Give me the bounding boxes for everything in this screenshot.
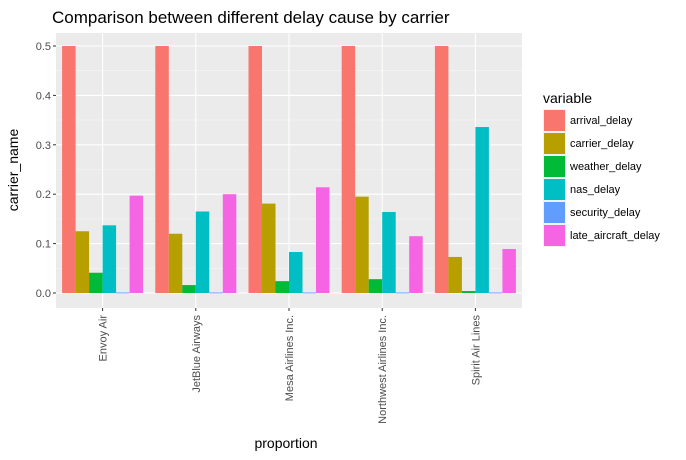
bar-arrival_delay [155, 46, 169, 293]
bar-nas_delay [102, 225, 117, 293]
bar-nas_delay [289, 251, 303, 293]
legend-label-late_aircraft_delay: late_aircraft_delay [570, 230, 660, 242]
bar-weather_delay [368, 279, 383, 293]
bar-carrier_delay [355, 196, 369, 293]
x-tick-label: Northwest Airlines Inc. [377, 315, 389, 424]
bars [62, 46, 516, 294]
legend-swatch-late_aircraft_delay [544, 225, 565, 246]
bar-arrival_delay [248, 46, 262, 293]
bar-late_aircraft_delay [222, 194, 237, 293]
chart-title: Comparison between different delay cause… [52, 8, 450, 27]
x-tick-label: Mesa Airlines Inc. [284, 315, 296, 401]
y-axis: 0.0 0.1 0.2 0.3 0.4 0.5 [36, 41, 56, 300]
bar-late_aircraft_delay [502, 249, 516, 293]
legend-swatch-weather_delay [544, 156, 565, 177]
bar-carrier_delay [262, 203, 276, 293]
bar-nas_delay [382, 211, 396, 293]
bar-late_aircraft_delay [409, 236, 423, 293]
bar-carrier_delay [448, 256, 462, 293]
x-tick-label: Envoy Air [98, 315, 110, 362]
legend-swatch-arrival_delay [544, 110, 565, 131]
legend-swatch-security_delay [544, 202, 565, 223]
y-tick-label: 0.0 [36, 288, 51, 300]
y-tick-label: 0.3 [36, 140, 51, 152]
bar-weather_delay [182, 285, 196, 293]
legend-label-nas_delay: nas_delay [570, 184, 621, 196]
bar-weather_delay [275, 281, 289, 293]
bar-weather_delay [89, 272, 103, 293]
bar-late_aircraft_delay [129, 195, 144, 293]
legend-label-weather_delay: weather_delay [569, 161, 642, 173]
legend-swatch-carrier_delay [544, 133, 565, 154]
y-axis-title: carrier_name [5, 129, 21, 212]
x-axis-title: proportion [254, 435, 317, 451]
bar-security_delay [209, 292, 223, 294]
x-tick-label: Spirit Air Lines [470, 315, 482, 386]
bar-security_delay [116, 292, 130, 294]
bar-security_delay [395, 292, 410, 294]
y-tick-label: 0.4 [36, 90, 51, 102]
bar-arrival_delay [434, 46, 449, 293]
bar-late_aircraft_delay [316, 187, 330, 293]
bar-nas_delay [475, 127, 489, 294]
bar-carrier_delay [75, 231, 90, 293]
y-tick-label: 0.5 [36, 41, 51, 53]
legend-label-security_delay: security_delay [570, 207, 641, 219]
bar-weather_delay [461, 291, 476, 293]
bar-security_delay [302, 292, 316, 294]
y-tick-label: 0.2 [36, 189, 51, 201]
bar-arrival_delay [341, 46, 356, 293]
legend-label-carrier_delay: carrier_delay [570, 138, 634, 150]
legend-title: variable [543, 90, 592, 106]
legend-swatch-nas_delay [544, 179, 565, 200]
x-axis: Envoy Air JetBlue Airways Mesa Airlines In… [98, 308, 482, 424]
legend: variable arrival_delay carrier_delayweathe… [543, 90, 660, 247]
y-tick-label: 0.1 [36, 239, 51, 251]
bar-security_delay [488, 292, 503, 294]
legend-label-arrival_delay: arrival_delay [570, 115, 633, 127]
bar-arrival_delay [62, 46, 76, 293]
x-tick-label: JetBlue Airways [191, 315, 203, 393]
bar-carrier_delay [168, 233, 183, 293]
bar-nas_delay [195, 211, 210, 293]
